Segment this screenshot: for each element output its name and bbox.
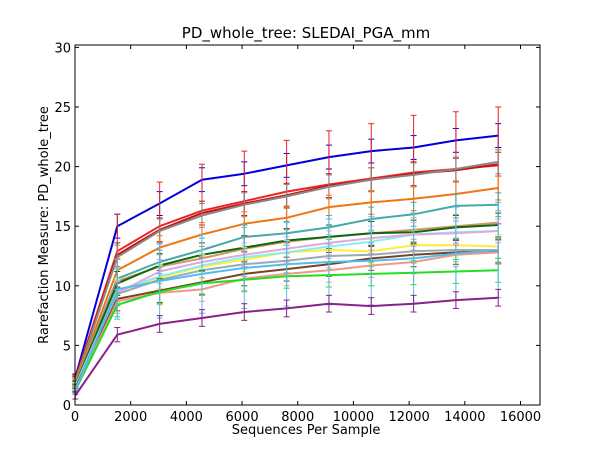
y-tick-label: 30 (54, 41, 71, 56)
y-tick-label: 10 (54, 280, 71, 295)
plot-frame (74, 44, 541, 406)
series-line (74, 296, 499, 397)
x-tick-label: 6000 (226, 410, 259, 425)
chart-title: PD_whole_tree: SLEDAI_PGA_mm (182, 24, 430, 43)
series-line (74, 160, 499, 382)
x-tick-label: 2000 (114, 410, 147, 425)
y-tick-label: 0 (63, 399, 71, 414)
series-16 (72, 288, 502, 400)
x-tick-label: 8000 (281, 410, 314, 425)
x-tick-label: 16000 (500, 410, 541, 425)
x-tick-label: 12000 (388, 410, 429, 425)
y-tick-label: 20 (54, 161, 71, 176)
x-tick-label: 4000 (170, 410, 203, 425)
x-tick-label: 0 (71, 410, 79, 425)
error-bar (495, 149, 502, 175)
plot-area (72, 44, 541, 406)
error-bar (495, 288, 502, 307)
x-tick-label: 10000 (333, 410, 374, 425)
series-line (74, 187, 499, 383)
y-tick-label: 5 (63, 339, 71, 354)
x-tick-label: 14000 (444, 410, 485, 425)
x-axis: 0 2000 4000 6000 8000 10000 12000 14000 16000 (71, 45, 541, 425)
series-line (74, 249, 499, 392)
y-tick-label: 15 (54, 220, 71, 235)
series-15 (72, 201, 502, 395)
y-axis: 0 5 10 15 20 25 30 (54, 41, 540, 414)
y-axis-label: Rarefaction Measure: PD_whole_tree (37, 106, 52, 344)
y-tick-label: 25 (54, 101, 71, 116)
x-axis-label: Sequences Per Sample (232, 423, 381, 438)
